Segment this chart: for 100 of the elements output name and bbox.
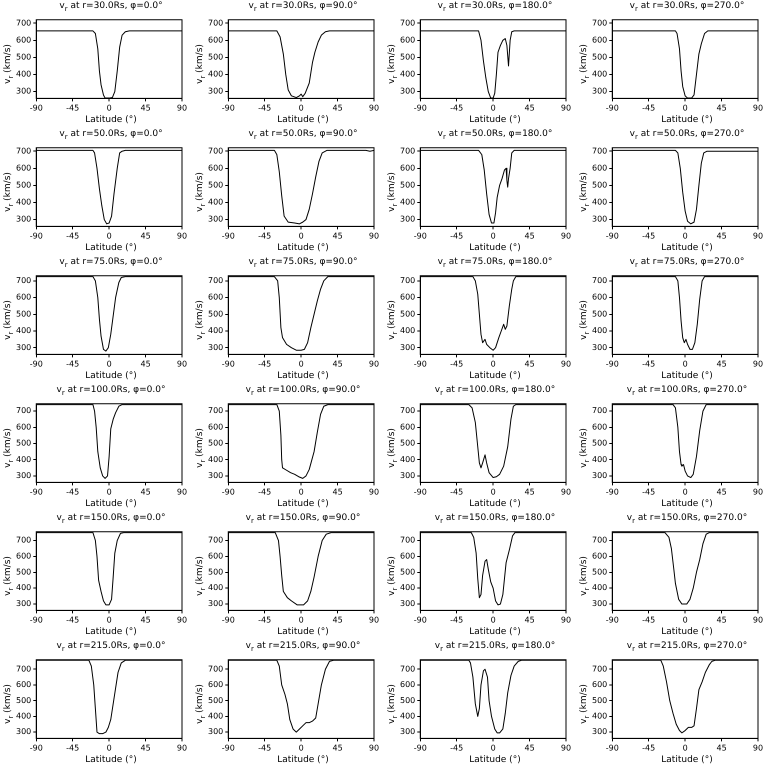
x-tick-label: -45 <box>258 487 272 496</box>
x-tick-label: -45 <box>258 103 272 112</box>
chart-title: v$_{r}$ at r=100.0Rs, φ=180.0° <box>434 384 556 397</box>
x-axis-title: Latitude (°) <box>276 498 330 511</box>
x-tick-label: -90 <box>30 615 43 624</box>
x-tick-label: 45 <box>332 103 343 112</box>
x-axis-title: Latitude (°) <box>468 114 522 127</box>
y-tick-label: 400 <box>16 198 32 207</box>
y-tick-label: 400 <box>208 70 224 79</box>
x-tick-label: -90 <box>222 487 235 496</box>
x-tick-label: -45 <box>642 103 656 112</box>
y-tick-label: 600 <box>208 163 224 172</box>
y-tick-label: 500 <box>400 438 416 448</box>
y-tick-label: 700 <box>16 536 32 545</box>
x-tick-label: -45 <box>258 359 272 368</box>
y-tick-label: 500 <box>592 309 608 318</box>
y-tick-label: 600 <box>592 680 608 690</box>
y-tick-label: 300 <box>208 342 224 352</box>
y-tick-label: 600 <box>592 422 608 432</box>
x-tick-label: -45 <box>258 743 272 752</box>
x-tick-label: 0 <box>298 231 304 240</box>
y-tick-label: 300 <box>400 599 416 608</box>
x-tick-label: -90 <box>414 487 427 496</box>
x-tick-label: -90 <box>414 103 427 112</box>
x-tick-label: -45 <box>66 231 80 240</box>
y-tick-label: 600 <box>400 422 416 432</box>
x-tick-label: 90 <box>752 231 764 240</box>
y-tick-label: 500 <box>400 180 416 190</box>
x-axis-title: Latitude (°) <box>276 754 330 767</box>
x-tick-label: -45 <box>450 615 464 624</box>
y-tick-label: 500 <box>16 438 32 448</box>
y-tick-label: 500 <box>208 567 224 576</box>
y-tick-label: 500 <box>592 696 608 705</box>
x-tick-label: 45 <box>140 743 151 752</box>
x-tick-label: 45 <box>140 103 151 112</box>
x-tick-label: 45 <box>716 103 727 112</box>
x-tick-label: 45 <box>140 359 151 368</box>
y-tick-label: 600 <box>16 163 32 172</box>
y-tick-label: 500 <box>16 696 32 705</box>
chart-title: v$_{r}$ at r=100.0Rs, φ=90.0° <box>244 384 362 397</box>
y-tick-label: 700 <box>592 18 608 28</box>
x-tick-label: 90 <box>176 231 188 240</box>
chart-title: v$_{r}$ at r=150.0Rs, φ=180.0° <box>434 512 556 525</box>
y-tick-label: 400 <box>16 70 32 79</box>
x-tick-label: 0 <box>682 103 688 112</box>
chart-title: v$_{r}$ at r=50.0Rs, φ=180.0° <box>436 128 554 141</box>
x-tick-label: 0 <box>298 615 304 624</box>
x-tick-label: 90 <box>752 103 764 112</box>
y-tick-label: 300 <box>592 470 608 480</box>
y-tick-label: 400 <box>592 198 608 207</box>
x-tick-label: -45 <box>450 103 464 112</box>
y-tick-label: 300 <box>592 599 608 608</box>
y-tick-label: 400 <box>400 326 416 336</box>
y-tick-label: 400 <box>400 711 416 720</box>
x-axis-title: Latitude (°) <box>84 242 138 255</box>
y-tick-label: 700 <box>592 406 608 416</box>
chart-title: v$_{r}$ at r=100.0Rs, φ=0.0° <box>56 384 166 397</box>
x-tick-label: 45 <box>716 231 727 240</box>
y-tick-label: 600 <box>16 292 32 302</box>
y-tick-label: 400 <box>208 583 224 592</box>
x-tick-label: -90 <box>30 487 43 496</box>
y-tick-label: 500 <box>400 309 416 318</box>
x-tick-label: -45 <box>450 487 464 496</box>
chart-title: v$_{r}$ at r=75.0Rs, φ=180.0° <box>436 256 554 269</box>
x-tick-label: -45 <box>450 231 464 240</box>
x-axis-title: Latitude (°) <box>468 370 522 383</box>
y-tick-label: 700 <box>16 276 32 285</box>
y-tick-label: 700 <box>208 664 224 674</box>
chart-title: v$_{r}$ at r=215.0Rs, φ=90.0° <box>244 640 362 653</box>
x-tick-label: -45 <box>450 743 464 752</box>
x-tick-label: 90 <box>176 615 188 624</box>
y-tick-label: 400 <box>208 454 224 464</box>
x-tick-label: 45 <box>140 231 151 240</box>
y-tick-label: 400 <box>16 326 32 336</box>
x-tick-label: 45 <box>716 743 727 752</box>
x-tick-label: 0 <box>490 743 496 752</box>
x-tick-label: 90 <box>560 103 572 112</box>
y-tick-label: 600 <box>208 680 224 690</box>
x-tick-label: 0 <box>490 487 496 496</box>
y-tick-label: 500 <box>16 180 32 190</box>
x-tick-label: 45 <box>140 487 151 496</box>
y-tick-label: 500 <box>16 567 32 576</box>
chart-title: v$_{r}$ at r=30.0Rs, φ=90.0° <box>248 0 358 13</box>
y-tick-label: 400 <box>400 70 416 79</box>
x-tick-label: 90 <box>368 743 380 752</box>
y-tick-label: 500 <box>208 696 224 705</box>
x-tick-label: 45 <box>332 231 343 240</box>
y-tick-label: 300 <box>400 470 416 480</box>
chart-title: v$_{r}$ at r=50.0Rs, φ=270.0° <box>628 128 746 141</box>
x-tick-label: 90 <box>176 359 188 368</box>
x-tick-label: 90 <box>560 359 572 368</box>
x-tick-label: 90 <box>752 359 764 368</box>
y-tick-label: 300 <box>208 599 224 608</box>
y-tick-label: 600 <box>16 35 32 44</box>
x-tick-label: 45 <box>332 359 343 368</box>
y-tick-label: 700 <box>592 146 608 156</box>
x-tick-label: 45 <box>524 103 535 112</box>
y-tick-label: 400 <box>16 583 32 592</box>
x-axis-title: Latitude (°) <box>468 754 522 767</box>
x-tick-label: -90 <box>222 103 235 112</box>
